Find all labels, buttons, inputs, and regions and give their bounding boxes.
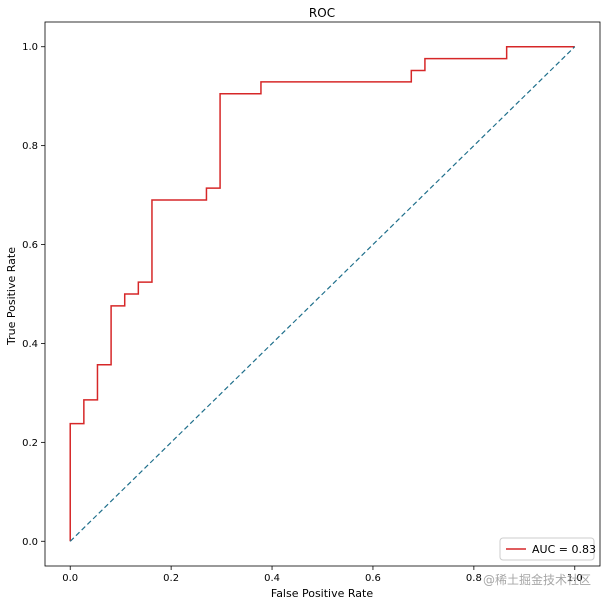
x-tick-label: 0.0 (62, 573, 78, 584)
watermark: @稀土掘金技术社区 (482, 573, 591, 587)
y-tick-label: 0.4 (22, 339, 38, 350)
y-tick-label: 1.0 (22, 42, 38, 53)
legend-box (499, 537, 595, 561)
y-tick-label: 0.0 (22, 537, 38, 548)
legend: AUC = 0.83 (499, 537, 596, 561)
x-axis: 0.0 0.2 0.4 0.6 0.8 1.0 (62, 566, 583, 584)
x-axis-title: False Positive Rate (271, 587, 373, 600)
y-tick-label: 0.6 (22, 240, 38, 251)
x-tick-label: 0.6 (365, 573, 381, 584)
diagonal-reference-line (69, 46, 576, 542)
x-tick-label: 0.4 (264, 573, 280, 584)
roc-curve-line (69, 45, 575, 542)
x-tick-label: 0.8 (466, 573, 482, 584)
y-tick-label: 0.2 (22, 438, 38, 449)
x-tick-label: 0.2 (163, 573, 179, 584)
legend-label: AUC = 0.83 (532, 543, 596, 556)
y-tick-label: 0.8 (22, 141, 38, 152)
plot-area (44, 21, 601, 567)
x-tick-label: 1.0 (567, 573, 583, 584)
y-axis-title: True Positive Rate (5, 247, 18, 346)
plot-frame (44, 21, 601, 567)
chart-title: ROC (309, 6, 335, 20)
y-axis: 0.0 0.2 0.4 0.6 0.8 1.0 (22, 42, 45, 548)
